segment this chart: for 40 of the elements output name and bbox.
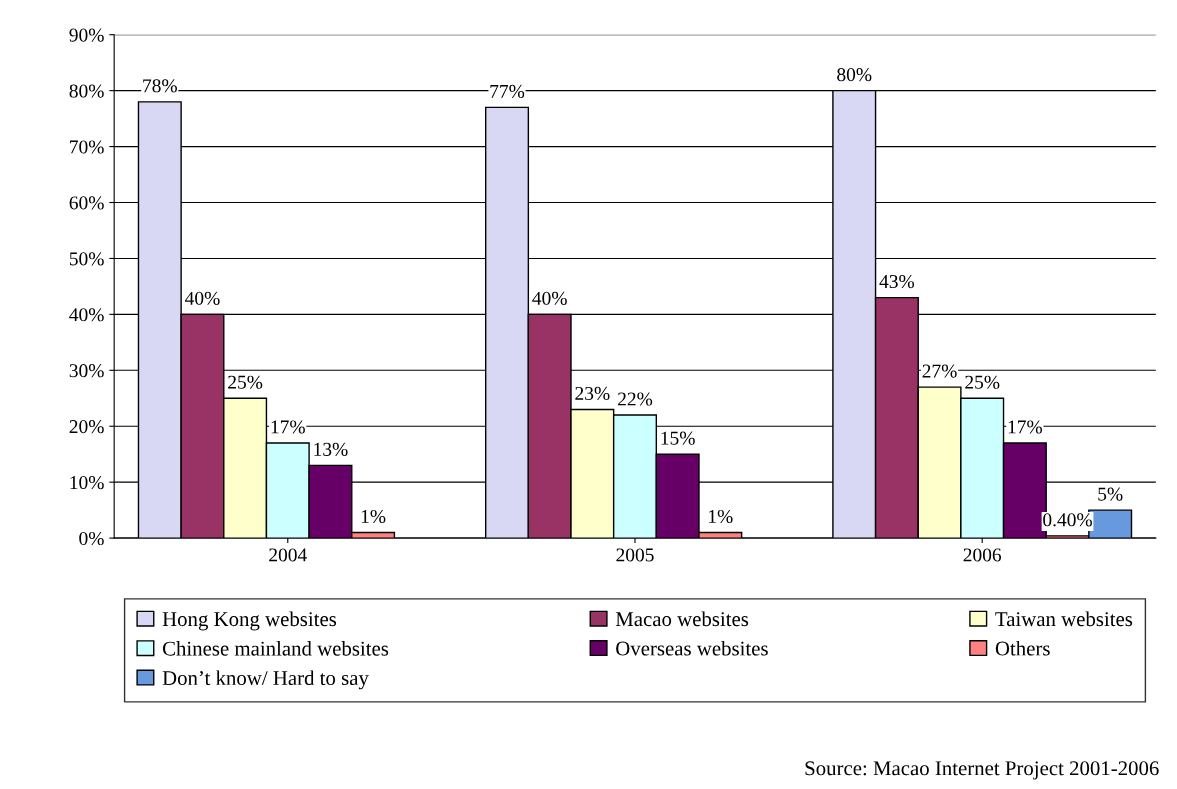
x-tick-label: 2004 [269, 548, 307, 562]
data-label: 13% [314, 442, 348, 456]
data-label: 1% [709, 509, 733, 524]
y-tick-label: 80% [69, 84, 104, 98]
legend-label: Macao websites [615, 611, 749, 627]
data-label: 78% [143, 79, 177, 93]
source-note: Source: Macao Internet Project 2001-2006 [805, 761, 1159, 780]
y-tick-label: 90% [69, 28, 104, 42]
legend-label: Overseas websites [616, 640, 768, 656]
data-label: 15% [661, 431, 695, 445]
data-label: 40% [532, 291, 567, 305]
data-label: 5% [1098, 487, 1123, 501]
x-tick-label: 2005 [616, 548, 654, 562]
data-label: 27% [922, 364, 957, 378]
x-tick-label: 2006 [963, 548, 1002, 562]
legend-label: Don’t know/ Hard to say [162, 670, 369, 690]
legend-label: Hong Kong websites [162, 611, 337, 631]
y-tick-label: 60% [69, 196, 104, 210]
y-tick-label: 0% [79, 531, 104, 546]
legend-label: Others [995, 640, 1050, 656]
data-label: 1% [361, 509, 386, 524]
data-label: 17% [1008, 420, 1043, 434]
data-label: 23% [575, 386, 610, 401]
data-label: 80% [837, 68, 872, 82]
y-tick-label: 20% [69, 420, 104, 434]
data-label: 25% [228, 375, 263, 389]
y-tick-label: 10% [70, 475, 104, 490]
y-tick-label: 30% [69, 364, 104, 378]
legend-label: Taiwan websites [995, 611, 1133, 627]
data-label: 43% [879, 274, 915, 289]
data-label: 22% [618, 392, 653, 406]
y-tick-label: 50% [69, 252, 104, 266]
data-label: 0.40% [1043, 513, 1092, 527]
data-label: 77% [490, 84, 525, 98]
y-tick-label: 40% [69, 308, 104, 322]
data-label: 17% [271, 420, 305, 434]
data-label: 25% [965, 375, 1000, 389]
y-tick-label: 70% [70, 140, 104, 154]
data-label: 40% [185, 291, 220, 305]
legend-label: Chinese mainland websites [162, 640, 389, 656]
